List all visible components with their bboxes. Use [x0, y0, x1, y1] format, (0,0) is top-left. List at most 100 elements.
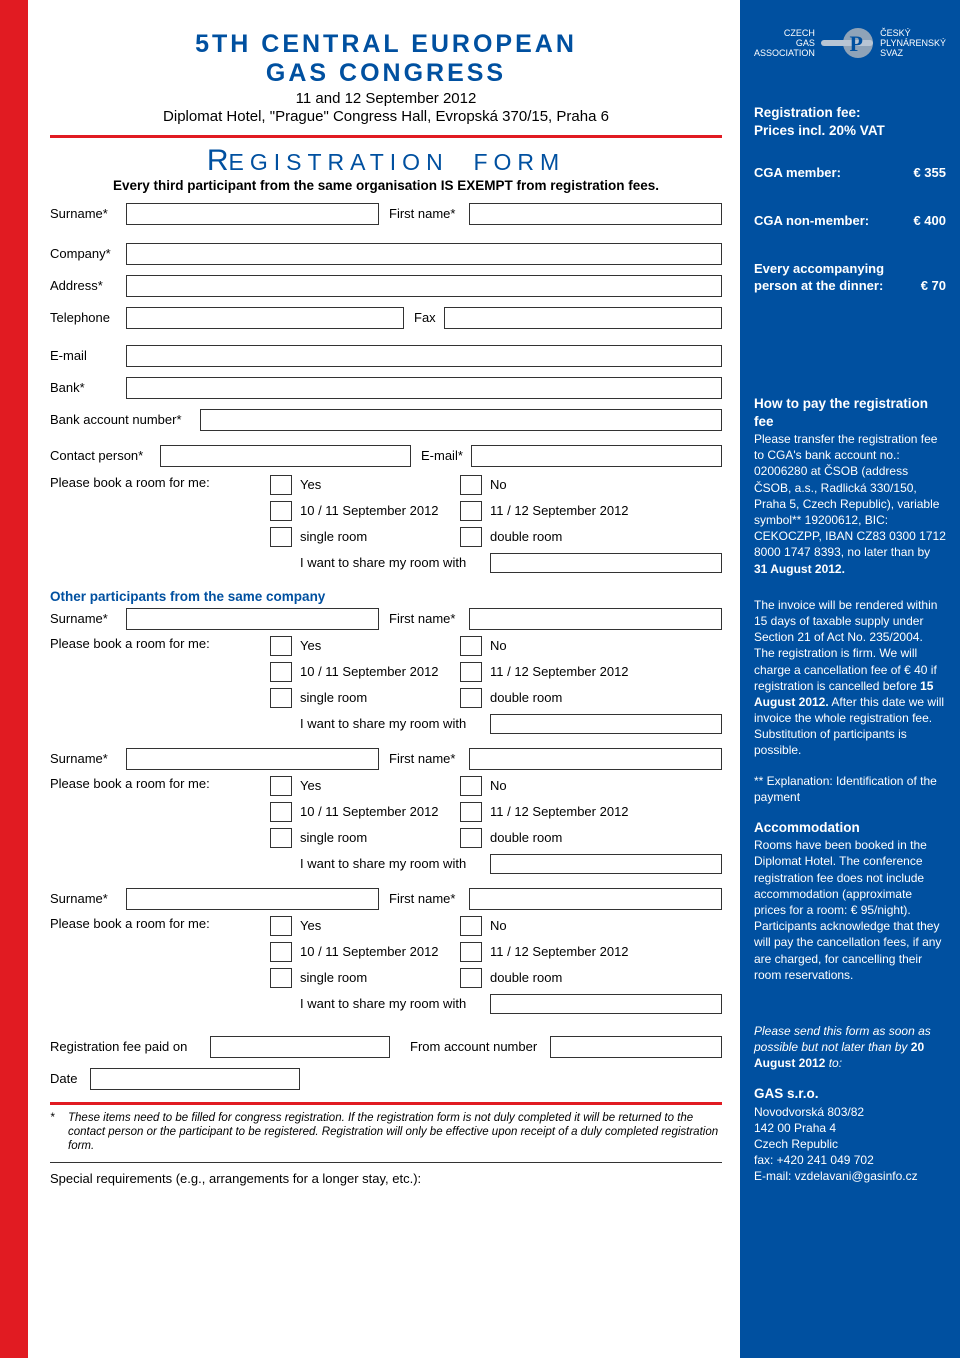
input-address[interactable]: [126, 275, 722, 297]
label-book-room-3: Please book a room for me:: [50, 776, 270, 880]
label-special-requirements: Special requirements (e.g., arrangements…: [50, 1171, 722, 1186]
checkbox-date2-4[interactable]: [460, 942, 482, 962]
input-share-1[interactable]: [490, 553, 722, 573]
input-share-2[interactable]: [490, 714, 722, 734]
input-date[interactable]: [90, 1068, 300, 1090]
checkbox-yes-4[interactable]: [270, 916, 292, 936]
input-reg-paid-on[interactable]: [210, 1036, 390, 1058]
header: 5TH CENTRAL EUROPEAN GAS CONGRESS 11 and…: [50, 30, 722, 125]
logo-row: CZECH GAS ASSOCIATION P ČESKÝ PLYNÁRENSK…: [754, 24, 946, 64]
label-share-2: I want to share my room with: [300, 716, 490, 731]
input-surname-4[interactable]: [126, 888, 379, 910]
event-venue: Diplomat Hotel, "Prague" Congress Hall, …: [50, 108, 722, 125]
label-share-3: I want to share my room with: [300, 856, 490, 871]
checkbox-yes-3[interactable]: [270, 776, 292, 796]
contact-address: GAS s.r.o. Novodvorská 803/82 142 00 Pra…: [754, 1085, 946, 1184]
checkbox-no-2[interactable]: [460, 636, 482, 656]
label-address: Address*: [50, 278, 126, 293]
input-fax[interactable]: [444, 307, 722, 329]
input-email[interactable]: [126, 345, 722, 367]
input-firstname-2[interactable]: [469, 608, 722, 630]
sidebar: CZECH GAS ASSOCIATION P ČESKÝ PLYNÁRENSK…: [740, 0, 960, 1358]
label-firstname-2: First name*: [389, 611, 469, 626]
input-share-4[interactable]: [490, 994, 722, 1014]
input-surname-2[interactable]: [126, 608, 379, 630]
pay-info: How to pay the registration fee Please t…: [754, 395, 946, 577]
checkbox-date2-1[interactable]: [460, 501, 482, 521]
main-form-column: 5TH CENTRAL EUROPEAN GAS CONGRESS 11 and…: [28, 0, 740, 1358]
divider-thin: [50, 1162, 722, 1163]
checkbox-date2-3[interactable]: [460, 802, 482, 822]
input-firstname-3[interactable]: [469, 748, 722, 770]
label-book-room-1: Please book a room for me:: [50, 475, 270, 579]
checkbox-single-3[interactable]: [270, 828, 292, 848]
red-side-bar: [0, 0, 28, 1358]
checkbox-yes-1[interactable]: [270, 475, 292, 495]
checkbox-single-4[interactable]: [270, 968, 292, 988]
checkbox-single-2[interactable]: [270, 688, 292, 708]
footnote-text: These items need to be filled for congre…: [68, 1111, 722, 1154]
label-bank: Bank*: [50, 380, 126, 395]
input-firstname-4[interactable]: [469, 888, 722, 910]
accommodation-info: Accommodation Rooms have been booked in …: [754, 819, 946, 983]
label-reg-paid-on: Registration fee paid on: [50, 1039, 210, 1054]
label-telephone: Telephone: [50, 310, 126, 325]
checkbox-date1-2[interactable]: [270, 662, 292, 682]
checkbox-date2-2[interactable]: [460, 662, 482, 682]
label-firstname: First name*: [389, 206, 469, 221]
label-company: Company*: [50, 246, 126, 261]
checkbox-single-1[interactable]: [270, 527, 292, 547]
label-share-4: I want to share my room with: [300, 996, 490, 1011]
label-surname-2: Surname*: [50, 611, 126, 626]
input-surname[interactable]: [126, 203, 379, 225]
checkbox-double-3[interactable]: [460, 828, 482, 848]
other-participants-header: Other participants from the same company: [50, 589, 722, 604]
event-title-line2: GAS CONGRESS: [50, 59, 722, 88]
checkbox-double-1[interactable]: [460, 527, 482, 547]
registration-subtitle: Every third participant from the same or…: [50, 178, 722, 193]
label-book-room-2: Please book a room for me:: [50, 636, 270, 740]
label-firstname-3: First name*: [389, 751, 469, 766]
checkbox-no-3[interactable]: [460, 776, 482, 796]
send-info: Please send this form as soon as possibl…: [754, 1023, 946, 1072]
invoice-info: The invoice will be rendered within 15 d…: [754, 597, 946, 759]
label-contact-person: Contact person*: [50, 448, 160, 463]
input-from-account[interactable]: [550, 1036, 722, 1058]
checkbox-date1-3[interactable]: [270, 802, 292, 822]
divider-red: [50, 135, 722, 138]
input-bank[interactable]: [126, 377, 722, 399]
footnote: * These items need to be filled for cong…: [50, 1111, 722, 1154]
label-email: E-mail: [50, 348, 126, 363]
logo-icon: P: [821, 24, 873, 64]
input-firstname[interactable]: [469, 203, 722, 225]
fee-row-member: CGA member: € 355: [754, 164, 946, 182]
label-surname-4: Surname*: [50, 891, 126, 906]
checkbox-no-1[interactable]: [460, 475, 482, 495]
logo-text-right: ČESKÝ PLYNÁRENSKÝ SVAZ: [880, 29, 946, 59]
fee-row-nonmember: CGA non-member: € 400: [754, 212, 946, 230]
fee-row-dinner: Every accompanyingperson at the dinner: …: [754, 260, 946, 295]
checkbox-double-4[interactable]: [460, 968, 482, 988]
fee-heading-1: Registration fee:: [754, 104, 946, 122]
input-share-3[interactable]: [490, 854, 722, 874]
checkbox-yes-2[interactable]: [270, 636, 292, 656]
logo-text-left: CZECH GAS ASSOCIATION: [754, 29, 815, 59]
checkbox-date1-1[interactable]: [270, 501, 292, 521]
label-surname: Surname*: [50, 206, 126, 221]
explanation: ** Explanation: Identification of the pa…: [754, 773, 946, 805]
input-contact-person[interactable]: [160, 445, 411, 467]
checkbox-double-2[interactable]: [460, 688, 482, 708]
input-bank-account[interactable]: [200, 409, 722, 431]
label-book-room-4: Please book a room for me:: [50, 916, 270, 1020]
input-company[interactable]: [126, 243, 722, 265]
label-date: Date: [50, 1071, 90, 1086]
checkbox-date1-4[interactable]: [270, 942, 292, 962]
input-surname-3[interactable]: [126, 748, 379, 770]
label-from-account: From account number: [410, 1039, 550, 1054]
checkbox-no-4[interactable]: [460, 916, 482, 936]
input-telephone[interactable]: [126, 307, 404, 329]
fee-heading-2: Prices incl. 20% VAT: [754, 122, 946, 140]
divider-red-2: [50, 1102, 722, 1105]
input-contact-email[interactable]: [471, 445, 722, 467]
label-firstname-4: First name*: [389, 891, 469, 906]
